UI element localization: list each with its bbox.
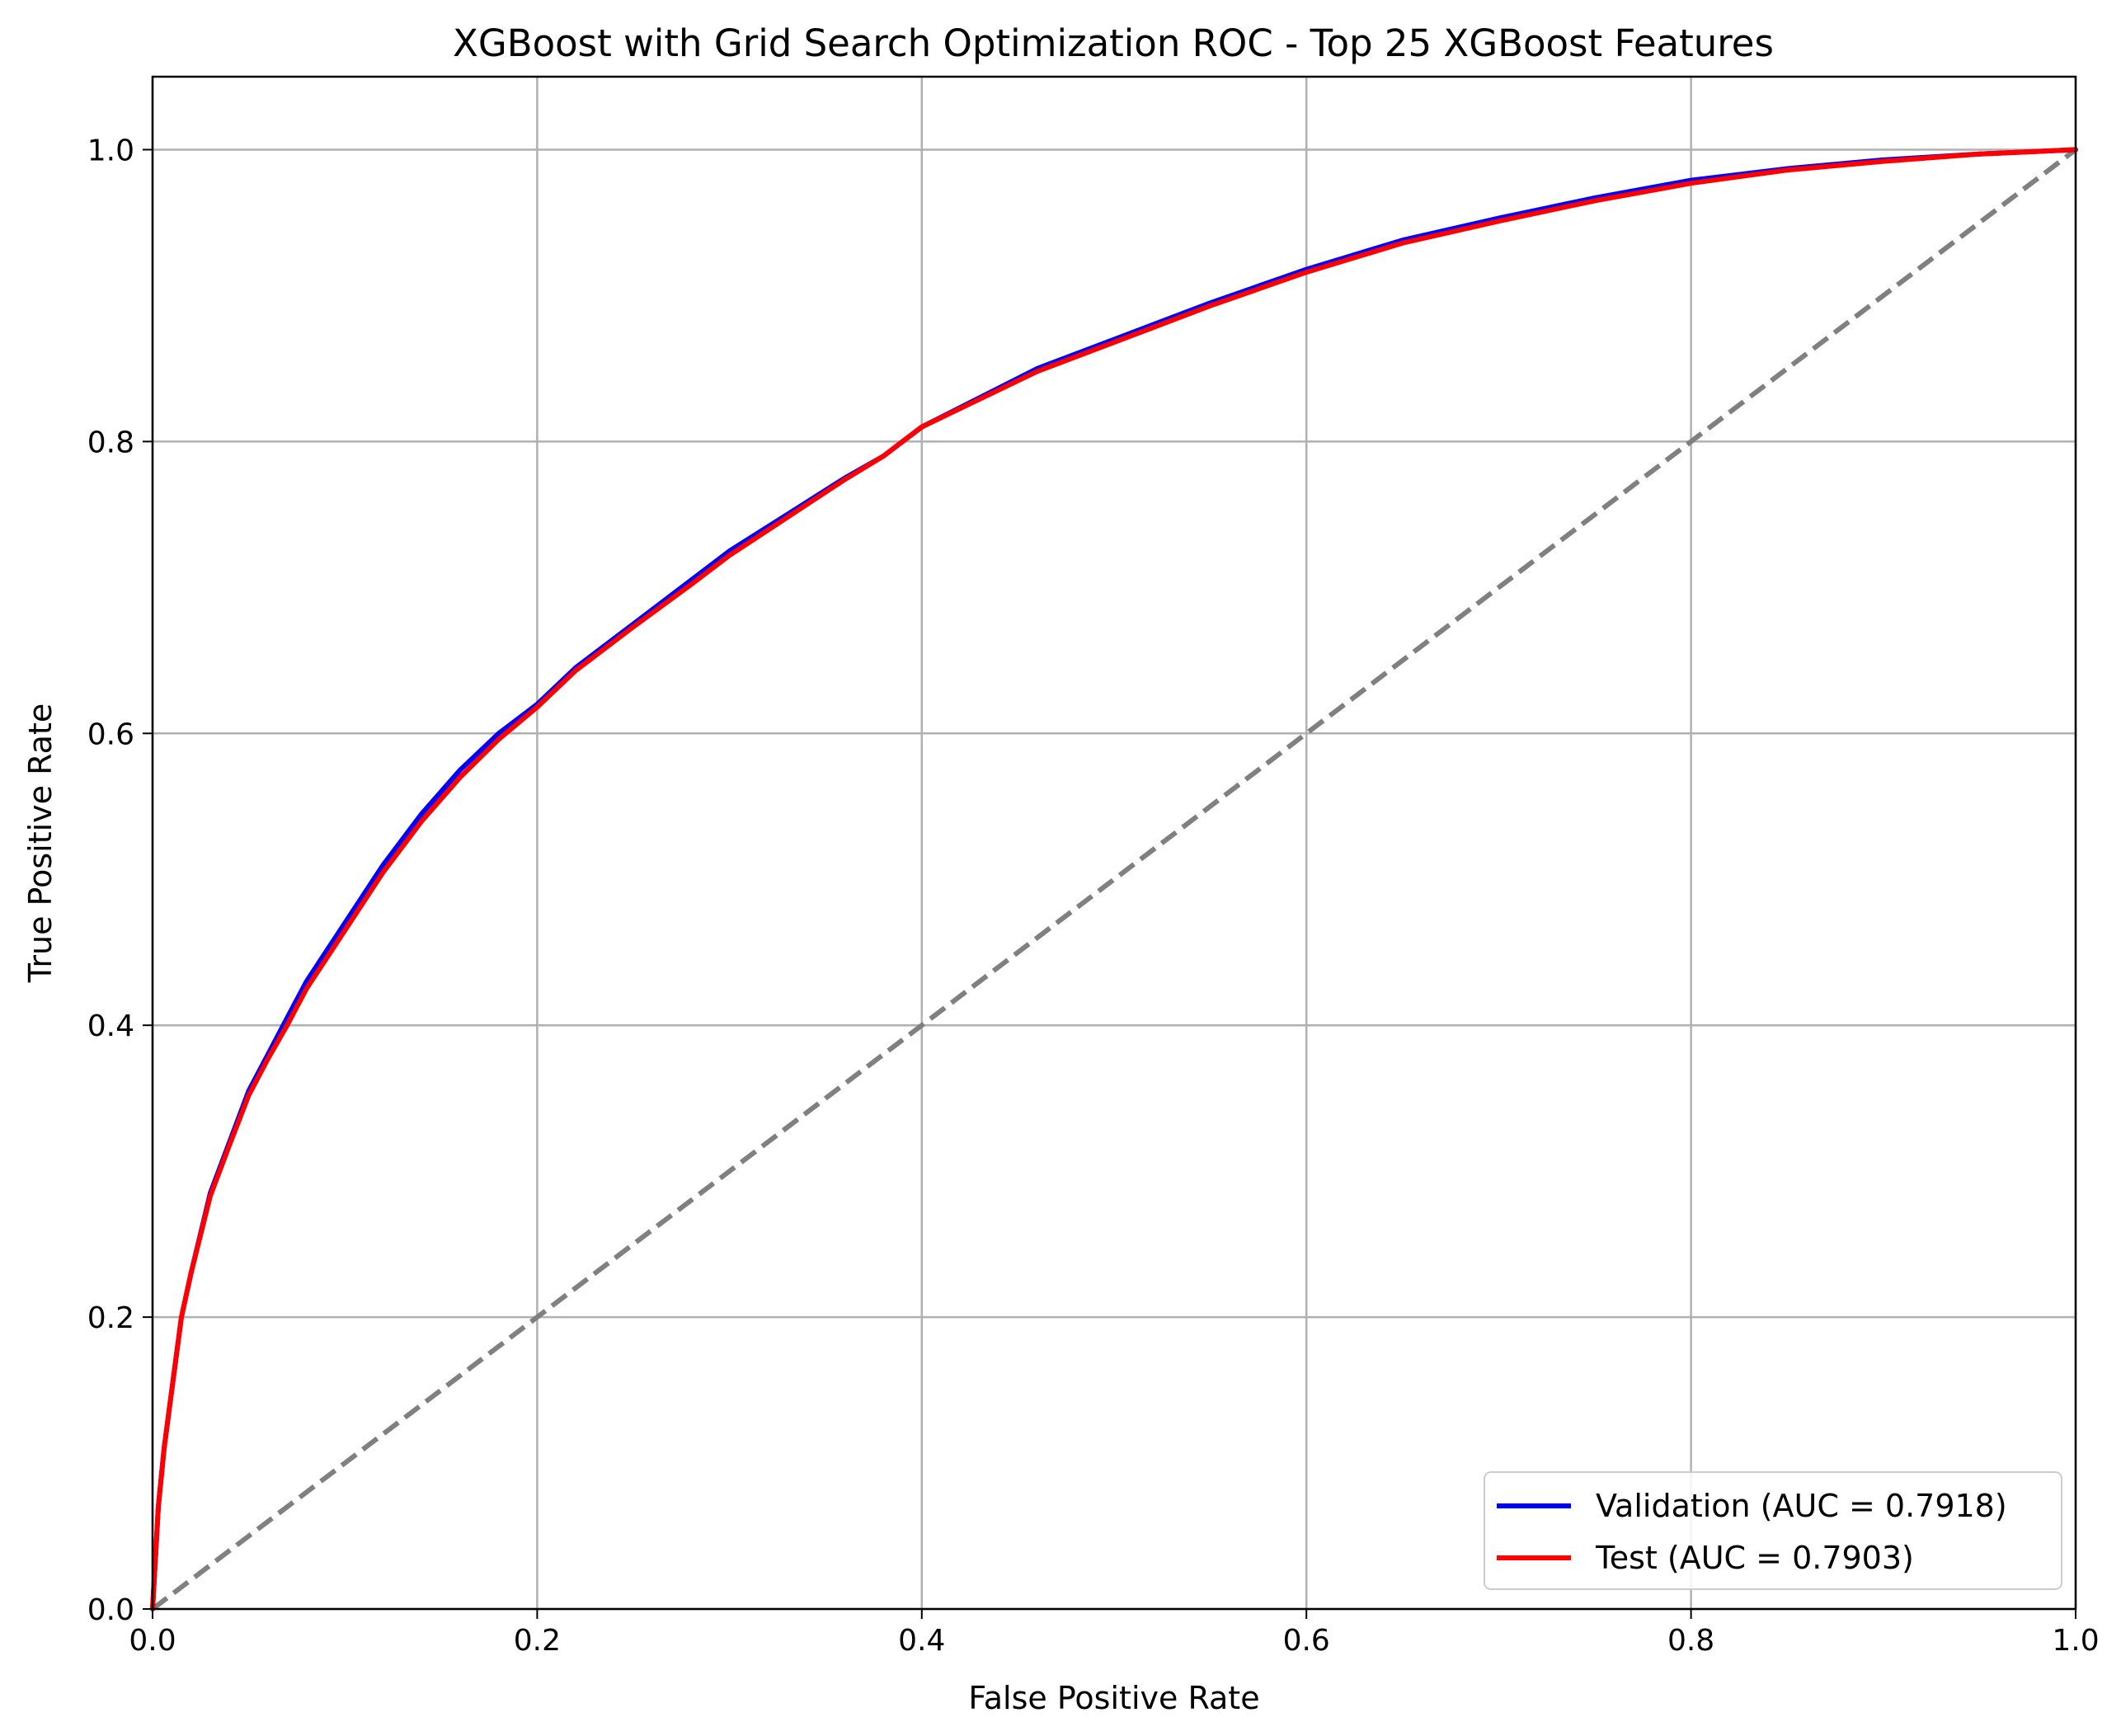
y-tick-label: 0.4 [87,1009,134,1043]
legend-label-test: Test (AUC = 0.7903) [1595,1540,1914,1576]
grid-lines [151,77,2077,1611]
chart-title: XGBoost with Grid Search Optimization RO… [453,21,1774,65]
x-axis-ticks: 0.0 0.2 0.4 0.6 0.8 1.0 [129,1609,2100,1658]
y-axis-ticks: 0.0 0.2 0.4 0.6 0.8 1.0 [87,134,153,1627]
test-roc-curve [150,147,2078,1611]
chance-line [151,148,2077,1611]
x-tick-label: 0.4 [898,1624,945,1658]
x-tick-label: 0.8 [1667,1624,1714,1658]
plot-frame [151,75,2077,1611]
x-axis-title: False Positive Rate [968,1680,1259,1716]
legend-box [1484,1471,2062,1590]
y-tick-label: 0.2 [87,1301,134,1335]
legend-label-validation: Validation (AUC = 0.7918) [1596,1488,2007,1524]
x-tick-label: 0.0 [129,1624,176,1658]
reference-diagonal [151,148,2077,1611]
x-tick-label: 0.6 [1283,1624,1330,1658]
x-tick-label: 0.2 [514,1624,561,1658]
y-tick-label: 0.8 [87,426,134,459]
y-tick-label: 0.0 [87,1593,134,1627]
y-tick-label: 1.0 [87,134,134,167]
x-tick-label: 1.0 [2052,1624,2099,1658]
y-axis-title: True Positive Rate [22,703,59,984]
y-tick-label: 0.6 [87,717,134,751]
roc-curves [150,147,2078,1611]
legend: Validation (AUC = 0.7918) Test (AUC = 0.… [1484,1471,2062,1590]
